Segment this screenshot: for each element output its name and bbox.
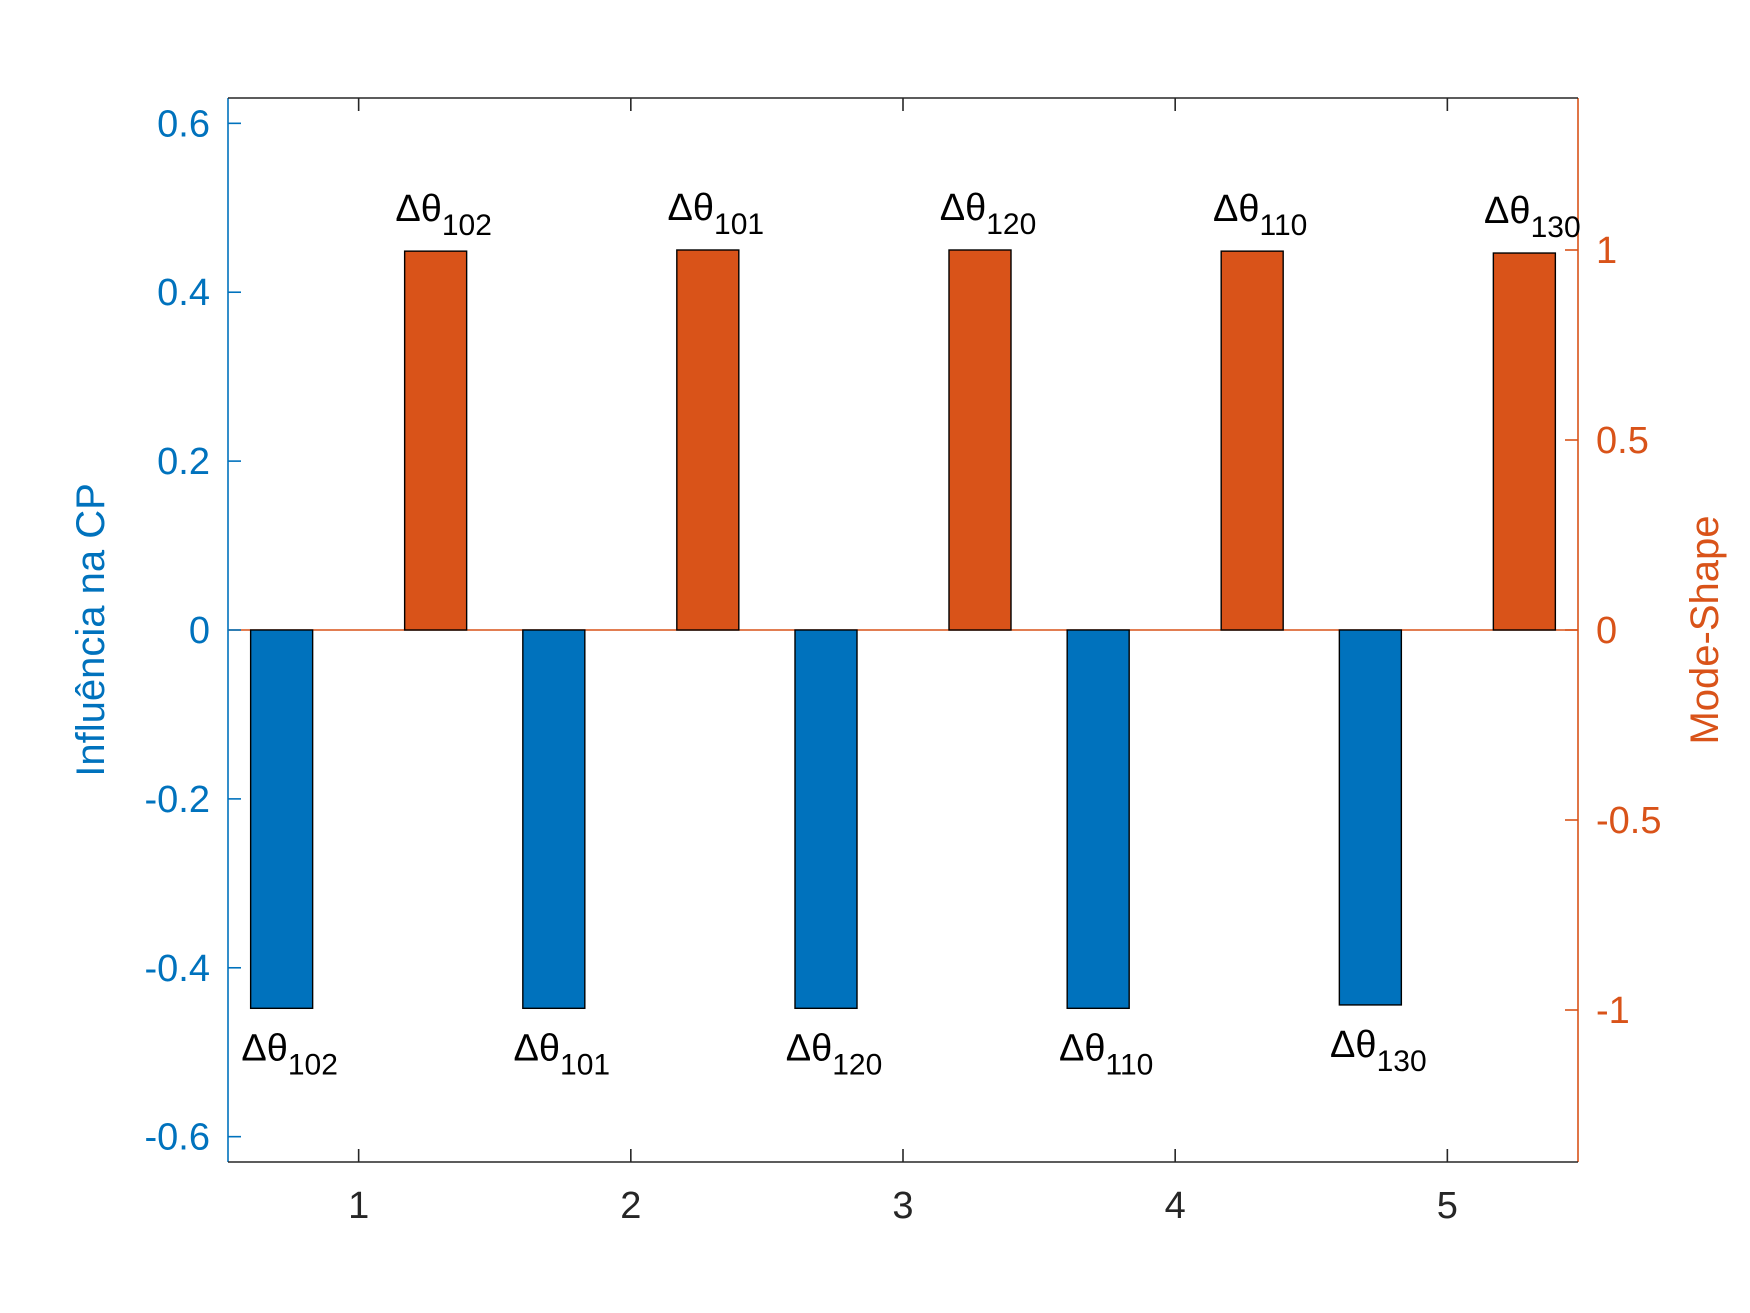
bar-label-base: Δθ (1330, 1024, 1377, 1066)
bar-label-subscript: 110 (1260, 209, 1308, 242)
bar-right-series (948, 249, 1012, 631)
bars (249, 249, 1557, 1010)
y-tick-right-label: 0.5 (1596, 420, 1649, 462)
bar-label-subscript: 120 (832, 1048, 882, 1081)
bar-label-base: Δθ (395, 188, 442, 230)
bar-left-series (522, 629, 586, 1010)
y-tick-left-label: 0 (189, 610, 210, 652)
bar-label-subscript: 120 (986, 208, 1036, 241)
bar-label-base: Δθ (1213, 188, 1260, 230)
bar-label-left: Δθ101 (514, 1027, 611, 1081)
y-tick-left-label: -0.6 (145, 1117, 210, 1159)
bar-label-left: Δθ110 (1059, 1027, 1153, 1081)
x-tick-label: 5 (1437, 1185, 1458, 1227)
x-tick-label: 2 (620, 1185, 641, 1227)
bar-label-subscript: 110 (1106, 1048, 1154, 1081)
y-tick-right-label: 0 (1596, 610, 1617, 652)
bar-label-left: Δθ130 (1330, 1024, 1427, 1078)
bar-label-right: Δθ120 (940, 187, 1037, 241)
y-tick-left-label: 0.2 (157, 441, 210, 483)
x-tick-label: 4 (1165, 1185, 1186, 1227)
y-tick-left-label: -0.2 (145, 779, 210, 821)
bar-right-series (676, 249, 740, 631)
bar-label-right: Δθ102 (395, 188, 492, 242)
bar-label-base: Δθ (241, 1027, 288, 1069)
bar-label-right: Δθ110 (1213, 188, 1307, 242)
tick-labels: 1 2 3 4 5 -0.6 -0.4 -0.2 0 0.2 0.4 0.6 -1 -0.5 0 0.5 1 (145, 103, 1662, 1227)
bar-label-right: Δθ101 (668, 187, 765, 241)
bar-left-series (1338, 629, 1403, 1006)
bar-label-right: Δθ130 (1484, 190, 1581, 244)
bar-right-series (403, 250, 468, 631)
bar-right-series (1492, 252, 1557, 631)
y-tick-left-label: 0.4 (157, 272, 210, 314)
bar-label-subscript: 101 (560, 1048, 610, 1081)
bar-label-base: Δθ (786, 1027, 833, 1069)
x-tick-label: 1 (348, 1185, 369, 1227)
bar-label-base: Δθ (940, 187, 987, 229)
bar-label-subscript: 102 (288, 1048, 338, 1081)
x-tick-label: 3 (892, 1185, 913, 1227)
y-tick-left-label: 0.6 (157, 103, 210, 145)
bar-left-series (794, 629, 858, 1010)
y-axis-right-title: Mode-Shape (1683, 515, 1727, 744)
bar-label-subscript: 101 (714, 208, 764, 241)
bar-right-series (1220, 250, 1284, 631)
y-tick-left-label: -0.4 (145, 948, 210, 990)
bar-label-base: Δθ (514, 1027, 561, 1069)
bar-left-series (1066, 629, 1130, 1010)
y-axis-left-title: Influência na CP (69, 483, 113, 777)
bar-left-series (249, 629, 314, 1010)
bar-label-base: Δθ (1484, 190, 1531, 232)
bar-label-base: Δθ (1059, 1027, 1106, 1069)
bar-label-left: Δθ120 (786, 1027, 883, 1081)
bar-label-subscript: 102 (442, 209, 492, 242)
bar-label-subscript: 130 (1531, 211, 1581, 244)
bar-label-left: Δθ102 (241, 1027, 338, 1081)
bar-label-base: Δθ (668, 187, 715, 229)
y-tick-right-label: -0.5 (1596, 800, 1661, 842)
y-tick-right-label: 1 (1596, 230, 1617, 272)
bar-label-subscript: 130 (1377, 1045, 1427, 1078)
y-tick-right-label: -1 (1596, 990, 1630, 1032)
